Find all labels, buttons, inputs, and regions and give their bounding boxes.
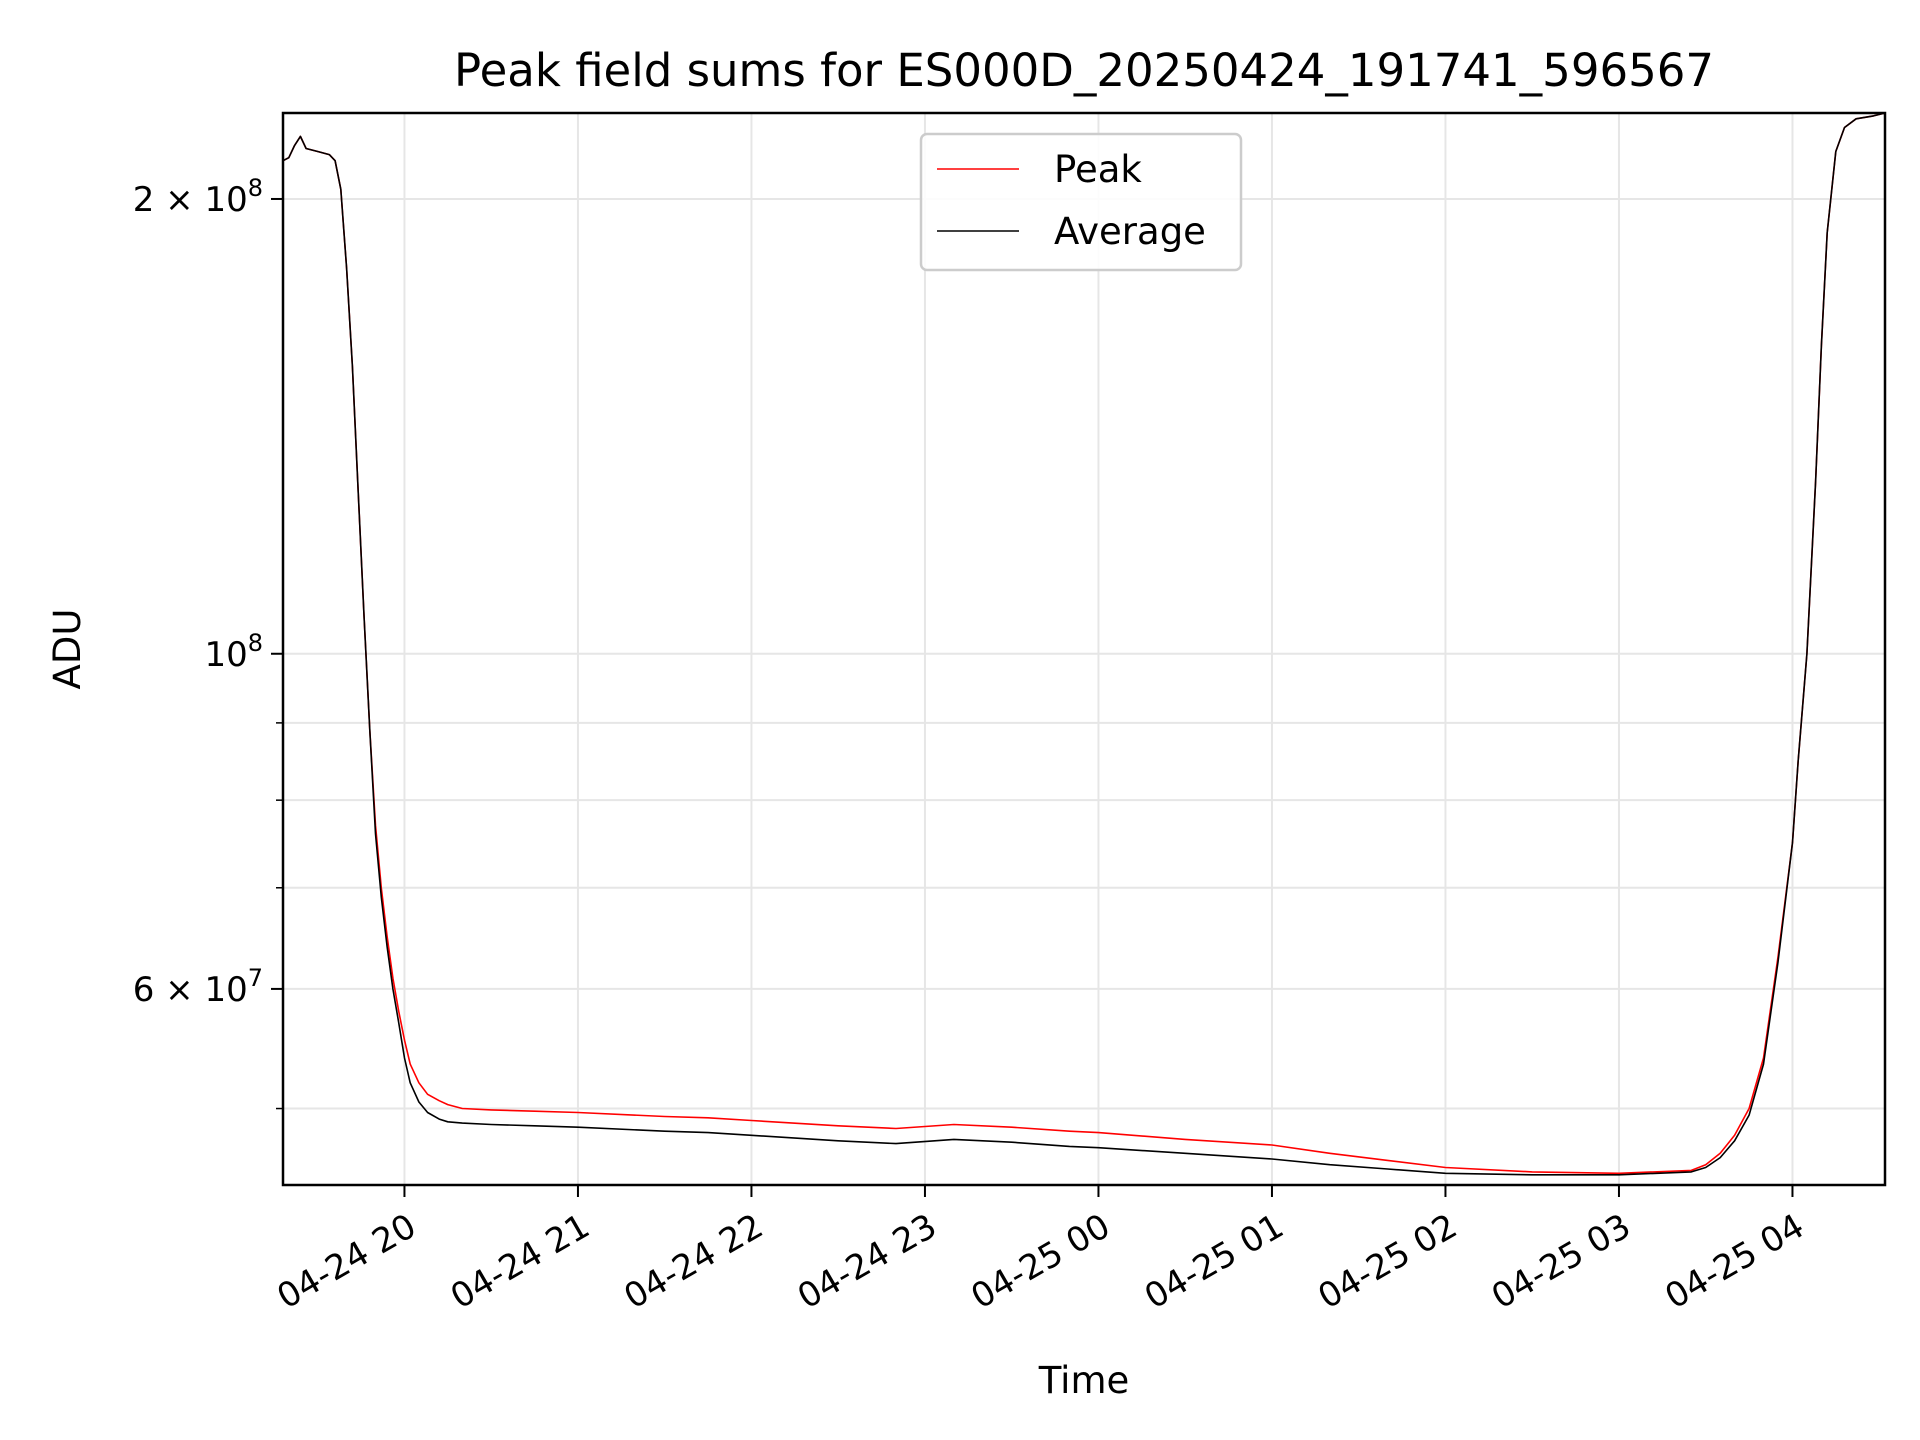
series-group	[282, 112, 1886, 1176]
y-axis-label: ADU	[46, 609, 89, 690]
chart-title: Peak field sums for ES000D_20250424_1917…	[454, 44, 1714, 97]
legend-label-average: Average	[1054, 210, 1206, 253]
legend-label-peak: Peak	[1054, 148, 1142, 191]
x-axis-label: Time	[1038, 1359, 1130, 1402]
series-line-average	[282, 112, 1886, 1176]
y-tick-label: 2 × 108	[133, 174, 263, 220]
plot-area-frame	[281, 111, 1887, 1187]
y-tick-label: 6 × 107	[133, 964, 263, 1010]
legend-box	[919, 132, 1243, 272]
y-tick-label: 108	[204, 629, 263, 675]
legend: Peak Average	[919, 132, 1243, 272]
